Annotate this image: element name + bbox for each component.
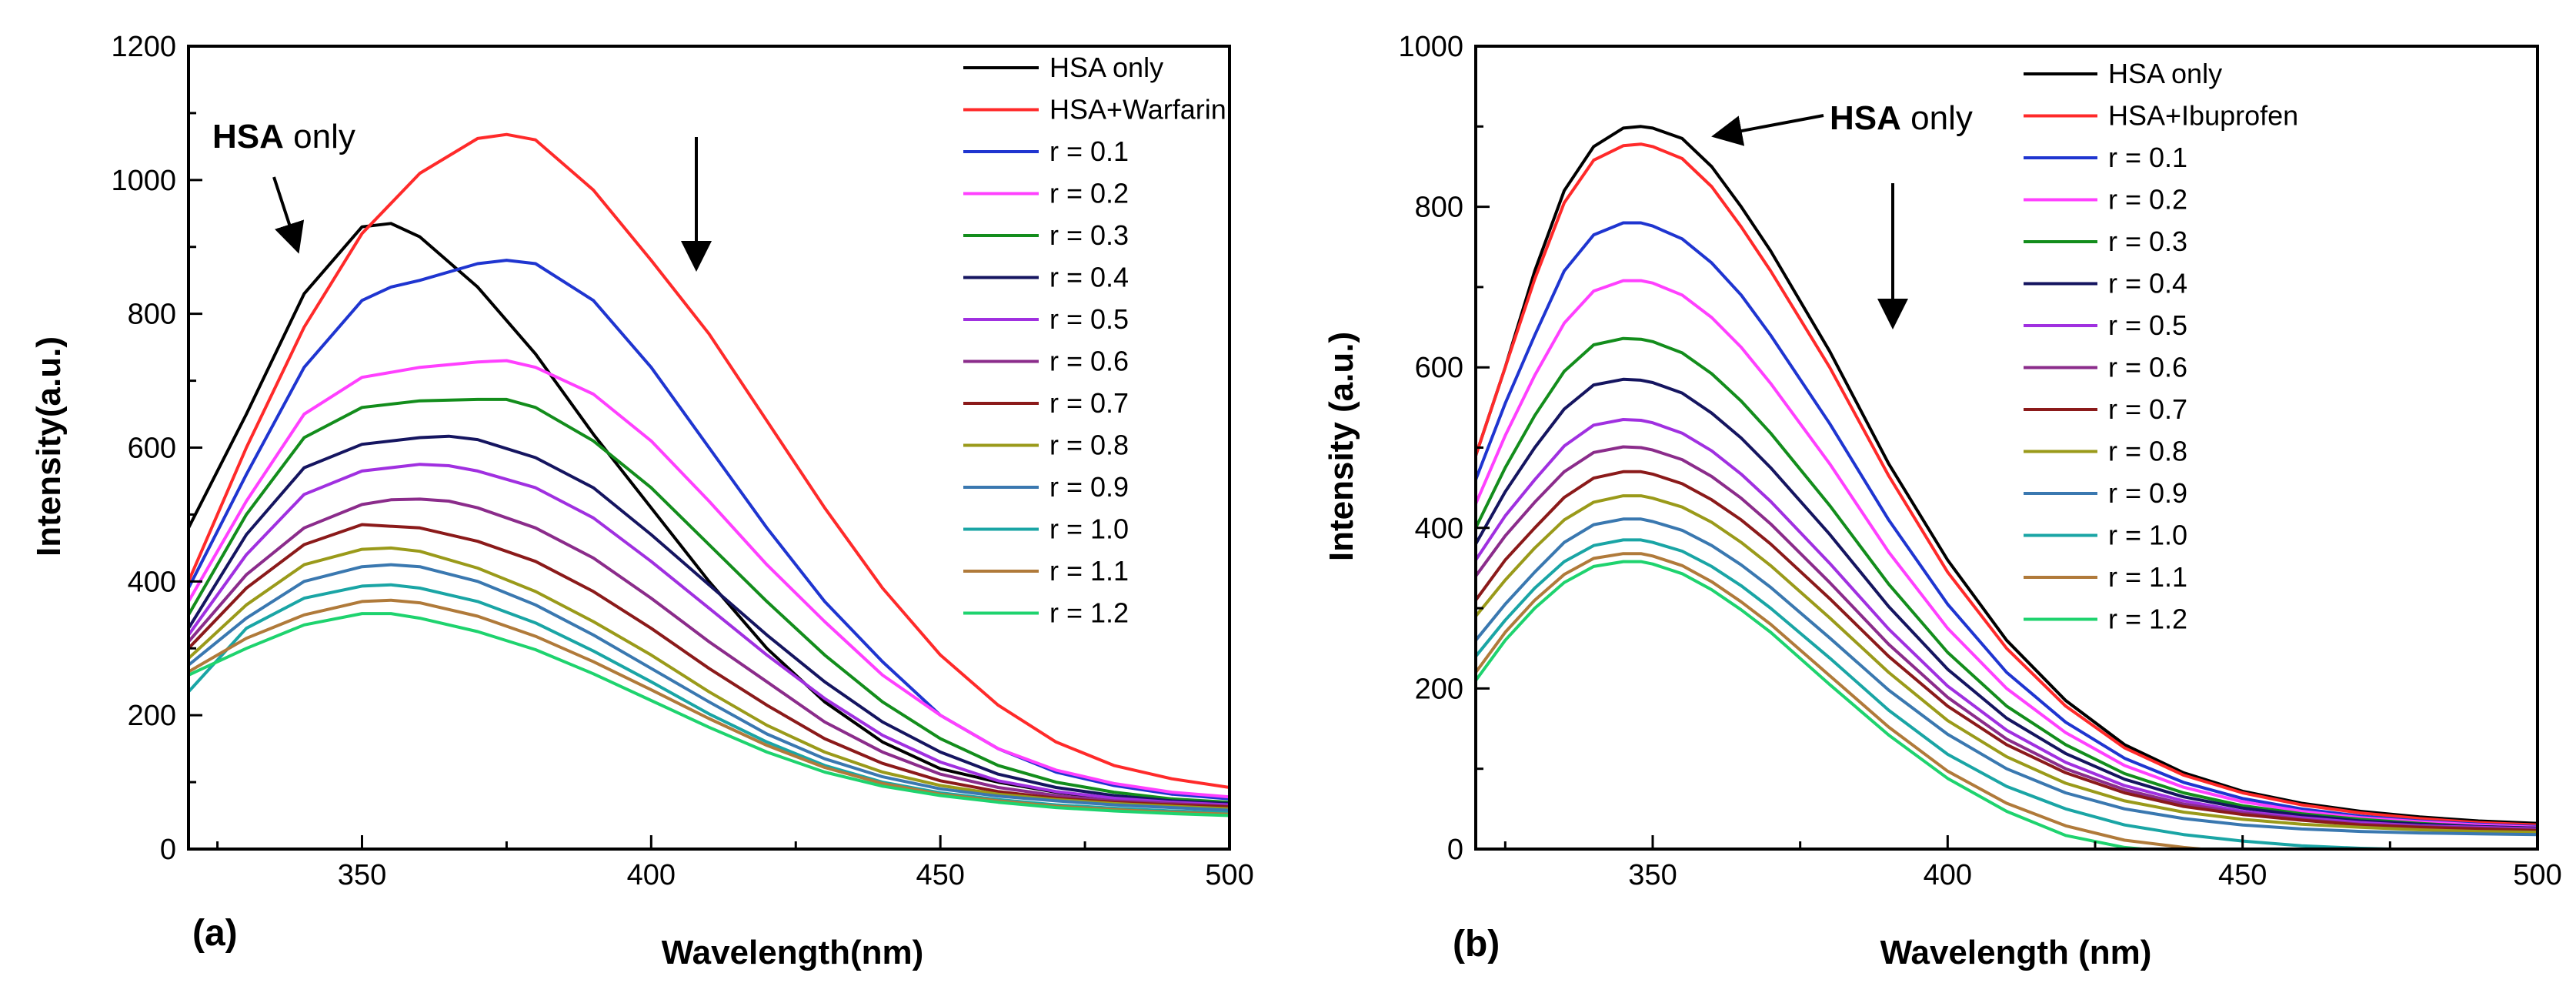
- y-tick-label: 400: [128, 566, 176, 598]
- chart-panel-a: 350 400 450 500 0 200 400 600 800 1000 1200 Wavel…: [30, 31, 1254, 971]
- chart-panel-b: 350 400 450 500 0 200 400 600 800 1000 Wavelengt…: [1323, 31, 2562, 971]
- series-line-r-0-4: [1474, 377, 2538, 830]
- series-line-r-0-2: [1474, 279, 2538, 829]
- series-line-hsa-ibuprofen: [1474, 142, 2538, 827]
- y-tick-label: 1200: [111, 31, 176, 63]
- y-tick-label: 800: [128, 299, 176, 331]
- y-tick-label: 200: [128, 700, 176, 732]
- x-tick-label: 500: [2513, 859, 2561, 891]
- y-axis-ticks: 0 200 400 600 800 1000 1200: [111, 31, 202, 866]
- series-line-r-1-1: [187, 598, 1230, 816]
- y-tick-label: 800: [1415, 192, 1463, 224]
- y-tick-label: 400: [1415, 513, 1463, 545]
- legend-label: r = 0.6: [1049, 346, 1129, 377]
- series-line-r-0-6: [187, 497, 1230, 808]
- series-line-r-0-1: [1474, 221, 2538, 828]
- legend-label: r = 0.9: [1049, 471, 1129, 503]
- annotation-arrow: [1711, 114, 1824, 146]
- legend-label: r = 1.2: [2108, 603, 2187, 635]
- series-layer: [187, 132, 1230, 817]
- legend-label: r = 0.2: [1049, 178, 1129, 209]
- series-line-r-0-3: [187, 397, 1230, 804]
- x-tick-label: 400: [1924, 859, 1972, 891]
- hsa-only-annotation: HSA only: [1830, 99, 1973, 137]
- x-axis-ticks: 350 400 450 500: [1503, 835, 2562, 891]
- series-line-r-0-2: [187, 359, 1230, 799]
- y-tick-label: 0: [1447, 834, 1463, 866]
- y-tick-label: 200: [1415, 673, 1463, 705]
- series-line-r-1-1: [1474, 552, 2202, 851]
- y-tick-label: 600: [1415, 352, 1463, 384]
- legend-label: r = 0.4: [1049, 262, 1129, 293]
- legend-label: r = 1.1: [2108, 561, 2187, 593]
- legend-label: r = 0.1: [2108, 142, 2187, 173]
- series-line-r-1-2: [1474, 560, 2143, 851]
- legend-label: r = 1.1: [1049, 555, 1129, 587]
- series-line-r-1-0: [1474, 538, 2391, 851]
- y-tick-label: 1000: [1398, 31, 1463, 63]
- legend: HSA only HSA+Warfarin r = 0.1 r = 0.2 r = 0.…: [963, 52, 1226, 629]
- series-line-r-0-8: [1474, 494, 2538, 834]
- annotation-arrow: [272, 176, 305, 254]
- x-tick-label: 450: [916, 859, 964, 891]
- series-line-r-0-4: [187, 434, 1230, 805]
- legend-label: r = 0.9: [2108, 477, 2187, 509]
- y-tick-label: 0: [160, 834, 176, 866]
- y-axis-title: Intensity(a.u.): [30, 336, 68, 557]
- annotation-rest: only: [1901, 99, 1973, 137]
- series-line-r-0-7: [1474, 470, 2538, 832]
- x-axis-ticks: 350 400 450 500: [216, 835, 1254, 891]
- annotation-bold: HSA: [212, 118, 284, 155]
- legend-label: r = 0.3: [1049, 219, 1129, 251]
- panel-label: (a): [192, 913, 238, 954]
- series-layer: [1474, 125, 2538, 851]
- legend-label: r = 0.7: [2108, 393, 2187, 425]
- legend: HSA only HSA+Ibuprofen r = 0.1 r = 0.2 r = 0…: [2024, 58, 2298, 635]
- y-axis-ticks: 0 200 400 600 800 1000: [1398, 31, 1490, 866]
- legend-label: r = 0.1: [1049, 135, 1129, 167]
- legend-label: r = 0.6: [2108, 352, 2187, 383]
- legend-label: HSA+Warfarin: [1049, 94, 1226, 125]
- legend-label: r = 1.0: [1049, 513, 1129, 545]
- legend-label: r = 0.7: [1049, 387, 1129, 419]
- hsa-only-annotation: HSA only: [212, 118, 355, 155]
- x-tick-label: 500: [1205, 859, 1253, 891]
- y-tick-label: 600: [128, 433, 176, 465]
- x-tick-label: 350: [1628, 859, 1677, 891]
- series-line-hsa-warfarin: [187, 132, 1230, 789]
- series-line-r-0-3: [1474, 336, 2538, 830]
- annotation-bold: HSA: [1830, 99, 1901, 137]
- legend-label: r = 0.2: [2108, 184, 2187, 216]
- legend-label: HSA+Ibuprofen: [2108, 100, 2298, 132]
- series-line-hsa-only: [1474, 125, 2538, 825]
- series-line-r-0-8: [187, 546, 1230, 811]
- legend-label: r = 0.4: [2108, 268, 2187, 299]
- x-axis-title: Wavelength(nm): [662, 934, 924, 971]
- legend-label: r = 0.8: [1049, 430, 1129, 461]
- legend-label: HSA only: [1049, 52, 1163, 83]
- x-tick-label: 350: [338, 859, 386, 891]
- legend-label: r = 1.0: [2108, 520, 2187, 551]
- series-line-r-0-5: [187, 463, 1230, 807]
- series-line-r-0-5: [1474, 418, 2538, 831]
- series-line-r-0-9: [187, 563, 1230, 812]
- series-line-r-1-2: [188, 612, 1230, 817]
- x-tick-label: 400: [627, 859, 676, 891]
- legend-label: r = 0.3: [2108, 226, 2187, 257]
- y-tick-label: 1000: [111, 165, 176, 197]
- legend-label: r = 1.2: [1049, 597, 1129, 629]
- annotation-rest: only: [284, 118, 355, 155]
- y-axis-title: Intensity (a.u.): [1323, 332, 1360, 561]
- legend-label: HSA only: [2108, 58, 2222, 89]
- legend-label: r = 0.8: [2108, 436, 2187, 467]
- series-line-r-0-9: [1474, 517, 2538, 837]
- panel-label: (b): [1453, 924, 1500, 965]
- legend-label: r = 0.5: [1049, 303, 1129, 335]
- x-tick-label: 450: [2218, 859, 2267, 891]
- x-axis-title: Wavelength (nm): [1880, 934, 2152, 971]
- legend-label: r = 0.5: [2108, 309, 2187, 341]
